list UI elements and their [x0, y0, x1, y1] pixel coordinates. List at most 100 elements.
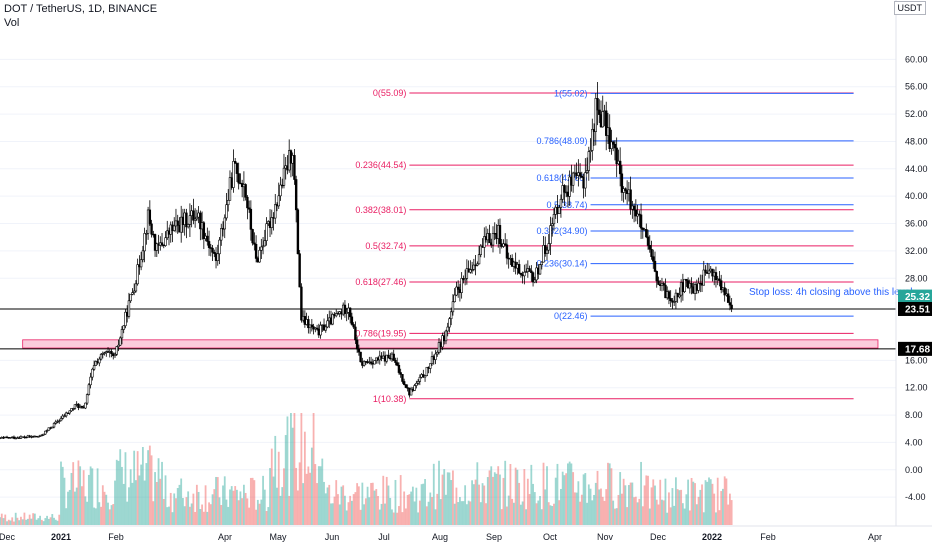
candle-body-233 [401, 374, 404, 382]
volume-bar-34 [54, 519, 57, 525]
volume-bar-220 [378, 509, 381, 525]
candle-body-174 [298, 253, 301, 288]
volume-bar-247 [425, 506, 428, 525]
volume-bar-136 [232, 490, 235, 525]
fib-retracement-1-label-0: 0(55.09) [373, 88, 407, 98]
candle-body-359 [620, 173, 624, 193]
volume-bar-306 [528, 494, 531, 525]
volume-bar-404 [699, 489, 702, 525]
volume-bar-218 [375, 489, 378, 525]
candle-body-308 [531, 272, 535, 283]
volume-bar-75 [126, 501, 129, 525]
price-axis: 60.00 56.00 52.00 48.00 44.00 40.00 36.00 32.00… [895, 0, 932, 526]
symbol-title[interactable]: DOT / TetherUS, 1D, BINANCE [4, 3, 158, 15]
candle-body-406 [702, 269, 705, 286]
time-tick-3: Apr [218, 532, 232, 542]
volume-bar-373 [645, 475, 648, 525]
volume-bar-214 [368, 497, 371, 525]
volume-bar-380 [657, 504, 660, 525]
volume-bar-230 [396, 512, 399, 525]
volume-bar-20 [30, 518, 33, 525]
volume-bar-381 [659, 479, 662, 525]
volume-bar-58 [96, 468, 99, 525]
time-tick-5: Jun [325, 532, 340, 542]
volume-bar-143 [244, 492, 247, 525]
volume-bar-37 [60, 461, 62, 525]
volume-bar-347 [600, 488, 602, 525]
candle-body-335 [578, 172, 582, 177]
candle-body-81 [136, 264, 139, 285]
volume-bar-271 [467, 500, 470, 525]
volume-bar-174 [298, 462, 301, 525]
candle-body-74 [124, 311, 127, 327]
candle-body-230 [395, 362, 399, 366]
candle-body-253 [436, 351, 439, 355]
volume-bar-175 [300, 413, 303, 525]
volume-bar-335 [579, 501, 581, 525]
volume-bar-386 [668, 492, 670, 525]
candle-body-293 [505, 244, 509, 259]
volume-bar-323 [558, 500, 561, 525]
candle-body-303 [523, 271, 526, 277]
candle-body-17 [24, 436, 28, 439]
volume-bar-116 [197, 491, 200, 525]
volume-bar-273 [471, 480, 473, 525]
volume-bar-124 [211, 494, 214, 525]
volume-bar-147 [251, 477, 254, 525]
candle-body-175 [300, 286, 303, 321]
volume-bar-192 [330, 503, 332, 525]
volume-bar-421 [729, 493, 731, 525]
volume-bar-126 [215, 476, 217, 525]
price-tick-0: 60.00 [905, 54, 928, 64]
candle-body-355 [613, 144, 617, 149]
candle-body-71 [119, 337, 122, 346]
candle-body-323 [557, 207, 561, 214]
volume-bar-367 [634, 496, 637, 525]
price-unit-label[interactable]: USDT [893, 1, 926, 15]
volume-bar-38 [61, 466, 64, 525]
volume-bar-227 [391, 509, 393, 525]
candle-body-72 [120, 329, 124, 339]
volume-bar-156 [267, 507, 270, 525]
candle-body-36 [58, 420, 61, 422]
volume-bar-86 [145, 463, 148, 525]
volume-bar-103 [175, 498, 177, 525]
volume-bar-378 [654, 485, 656, 525]
volume-bar-27 [42, 521, 45, 525]
volume-bar-248 [427, 501, 430, 525]
volume-bar-10 [13, 521, 15, 525]
volume-bar-85 [143, 480, 146, 525]
volume-bar-177 [303, 431, 306, 525]
volume-bar-313 [540, 509, 543, 525]
volume-bar-213 [366, 486, 369, 525]
volume-bar-79 [133, 450, 136, 525]
volume-bar-407 [704, 480, 707, 525]
candle-body-200 [343, 304, 347, 314]
candle-body-229 [394, 360, 397, 363]
candle-body-289 [498, 225, 502, 245]
candle-body-386 [667, 291, 671, 299]
volume-bar-390 [675, 477, 677, 525]
candle-body-413 [714, 272, 718, 281]
candle-body-259 [446, 326, 449, 332]
candle-body-203 [348, 307, 352, 318]
volume-bar-243 [418, 500, 421, 525]
candle-body-121 [206, 235, 209, 242]
volume-bar-29 [46, 515, 48, 525]
volume-bar-344 [594, 482, 597, 525]
volume-bar-400 [692, 481, 695, 525]
volume-bar-179 [307, 466, 310, 525]
fib-retracement-1-label-4: 0.618(27.46) [355, 277, 406, 287]
volume-bar-279 [481, 483, 484, 525]
candle-body-262 [451, 301, 455, 313]
candle-body-173 [296, 209, 300, 255]
volume-bar-78 [131, 482, 134, 525]
volume-bar-329 [568, 461, 571, 525]
candle-body-131 [223, 217, 226, 230]
candle-body-129 [220, 228, 223, 241]
volume-bar-366 [633, 497, 635, 525]
volume-indicator-label[interactable]: Vol [4, 17, 20, 29]
volume-bar-171 [293, 413, 296, 525]
